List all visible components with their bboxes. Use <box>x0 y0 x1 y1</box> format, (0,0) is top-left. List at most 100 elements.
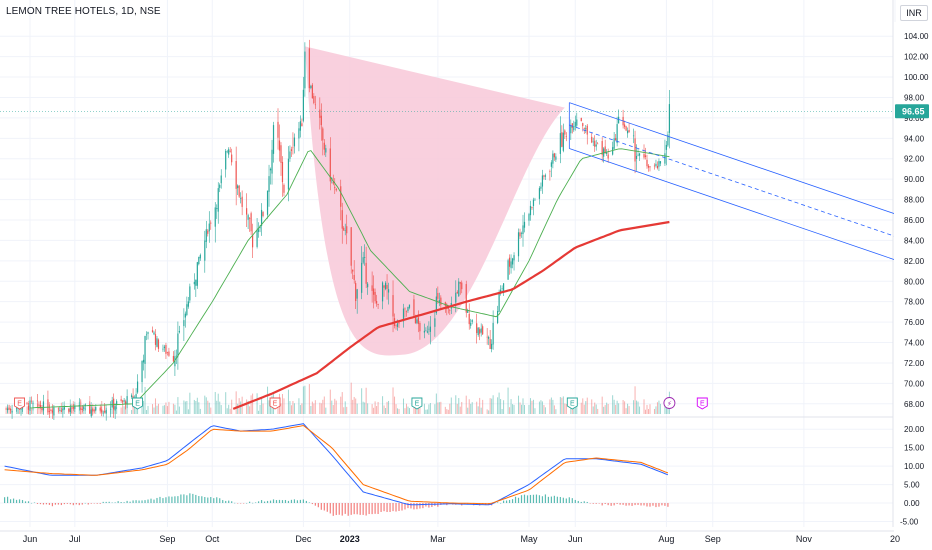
candle <box>15 408 18 409</box>
candle <box>429 326 431 332</box>
candle <box>384 282 387 290</box>
macd-histogram-bar <box>174 496 176 504</box>
volume-bar <box>313 403 315 414</box>
macd-histogram-bar <box>649 503 651 507</box>
candle <box>292 147 294 149</box>
volume-bar <box>476 401 478 414</box>
volume-bar <box>658 400 660 414</box>
macd-histogram-bar <box>583 501 585 504</box>
macd-histogram-bar <box>559 496 561 504</box>
price-tick-label: 82.00 <box>904 257 925 266</box>
price-tick-label: 84.00 <box>904 236 925 245</box>
volume-bar <box>388 400 390 414</box>
macd-tick-label: 20.00 <box>904 425 925 434</box>
candle <box>281 161 284 183</box>
candle <box>162 348 164 350</box>
volume-bar <box>553 405 555 414</box>
candle <box>606 152 608 154</box>
volume-bar <box>532 399 534 414</box>
macd-histogram-bar <box>237 503 239 504</box>
volume-bar <box>210 407 212 414</box>
macd-histogram-bar <box>407 503 409 509</box>
volume-bar <box>38 406 40 414</box>
macd-histogram-bar <box>63 503 65 505</box>
macd-histogram-bar <box>335 503 337 516</box>
symbol-title[interactable]: LEMON TREE HOTELS, 1D, NSE <box>6 6 161 17</box>
macd-histogram-bar <box>45 503 48 505</box>
candle <box>335 188 337 191</box>
candle <box>257 229 260 232</box>
candle <box>601 141 603 155</box>
macd-histogram-bar <box>511 499 514 504</box>
candle <box>414 317 417 324</box>
volume-bar <box>627 403 629 414</box>
candle <box>147 332 149 334</box>
volume-bar <box>371 404 373 414</box>
price-tick-label: 74.00 <box>904 339 925 348</box>
volume-bar <box>205 397 207 414</box>
candle <box>585 128 587 130</box>
macd-histogram-bar <box>401 503 403 511</box>
candle <box>498 293 500 312</box>
candle <box>241 196 243 207</box>
candle <box>365 262 367 284</box>
macd-histogram-bar <box>204 497 206 504</box>
macd-histogram-bar <box>129 501 131 504</box>
candle <box>278 140 281 151</box>
macd-histogram-bar <box>422 503 424 509</box>
earnings-icon <box>269 397 281 410</box>
volume-bar <box>447 409 449 414</box>
candle <box>408 304 411 308</box>
candle <box>41 407 43 411</box>
volume-bar <box>482 399 484 414</box>
last-price-label: 96.65 <box>902 106 925 116</box>
macd-histogram-bar <box>499 502 502 504</box>
candle <box>643 154 645 158</box>
volume-bar <box>458 398 460 414</box>
candle <box>126 396 128 405</box>
currency-button[interactable]: INR <box>900 5 928 21</box>
macd-histogram-bar <box>30 502 33 504</box>
candle <box>428 328 430 330</box>
candle <box>84 404 86 406</box>
candle <box>208 223 210 232</box>
volume-bar <box>408 408 410 414</box>
volume-bar <box>394 396 396 414</box>
candle <box>332 181 334 184</box>
candle <box>417 317 420 324</box>
earnings-label: E <box>135 401 140 408</box>
volume-bar <box>529 398 531 414</box>
macd-tick-label: 5.00 <box>904 481 920 490</box>
candle <box>456 292 458 294</box>
price-tick-label: 70.00 <box>904 379 925 388</box>
price-tick-label: 88.00 <box>904 196 925 205</box>
candle <box>435 296 437 314</box>
volume-bar <box>292 400 294 414</box>
candle <box>625 126 627 131</box>
candle <box>81 408 83 410</box>
volume-bar <box>304 385 306 414</box>
volume-bar <box>259 404 261 414</box>
time-tick-label: Nov <box>796 534 813 544</box>
macd-histogram-bar <box>302 499 304 504</box>
macd-histogram-bar <box>39 503 42 505</box>
volume-bar <box>50 409 52 414</box>
candle <box>395 325 397 327</box>
event-markers: E E E E E ⚡ E <box>14 397 708 410</box>
macd-histogram-bar <box>571 498 573 504</box>
volume-bar <box>444 406 446 414</box>
volume-bar <box>293 403 295 414</box>
time-tick-label: Sep <box>705 534 721 544</box>
candle <box>419 322 421 332</box>
volume-bar <box>513 404 515 414</box>
volume-bar <box>277 402 279 414</box>
volume-bar <box>465 395 467 414</box>
volume-bar <box>362 401 364 414</box>
macd-histogram-bar <box>138 500 140 504</box>
time-tick-label: May <box>520 534 538 544</box>
candle <box>262 212 264 216</box>
macd-histogram-bar <box>66 503 68 504</box>
macd-histogram-bar <box>141 500 143 504</box>
channel <box>0 102 896 261</box>
